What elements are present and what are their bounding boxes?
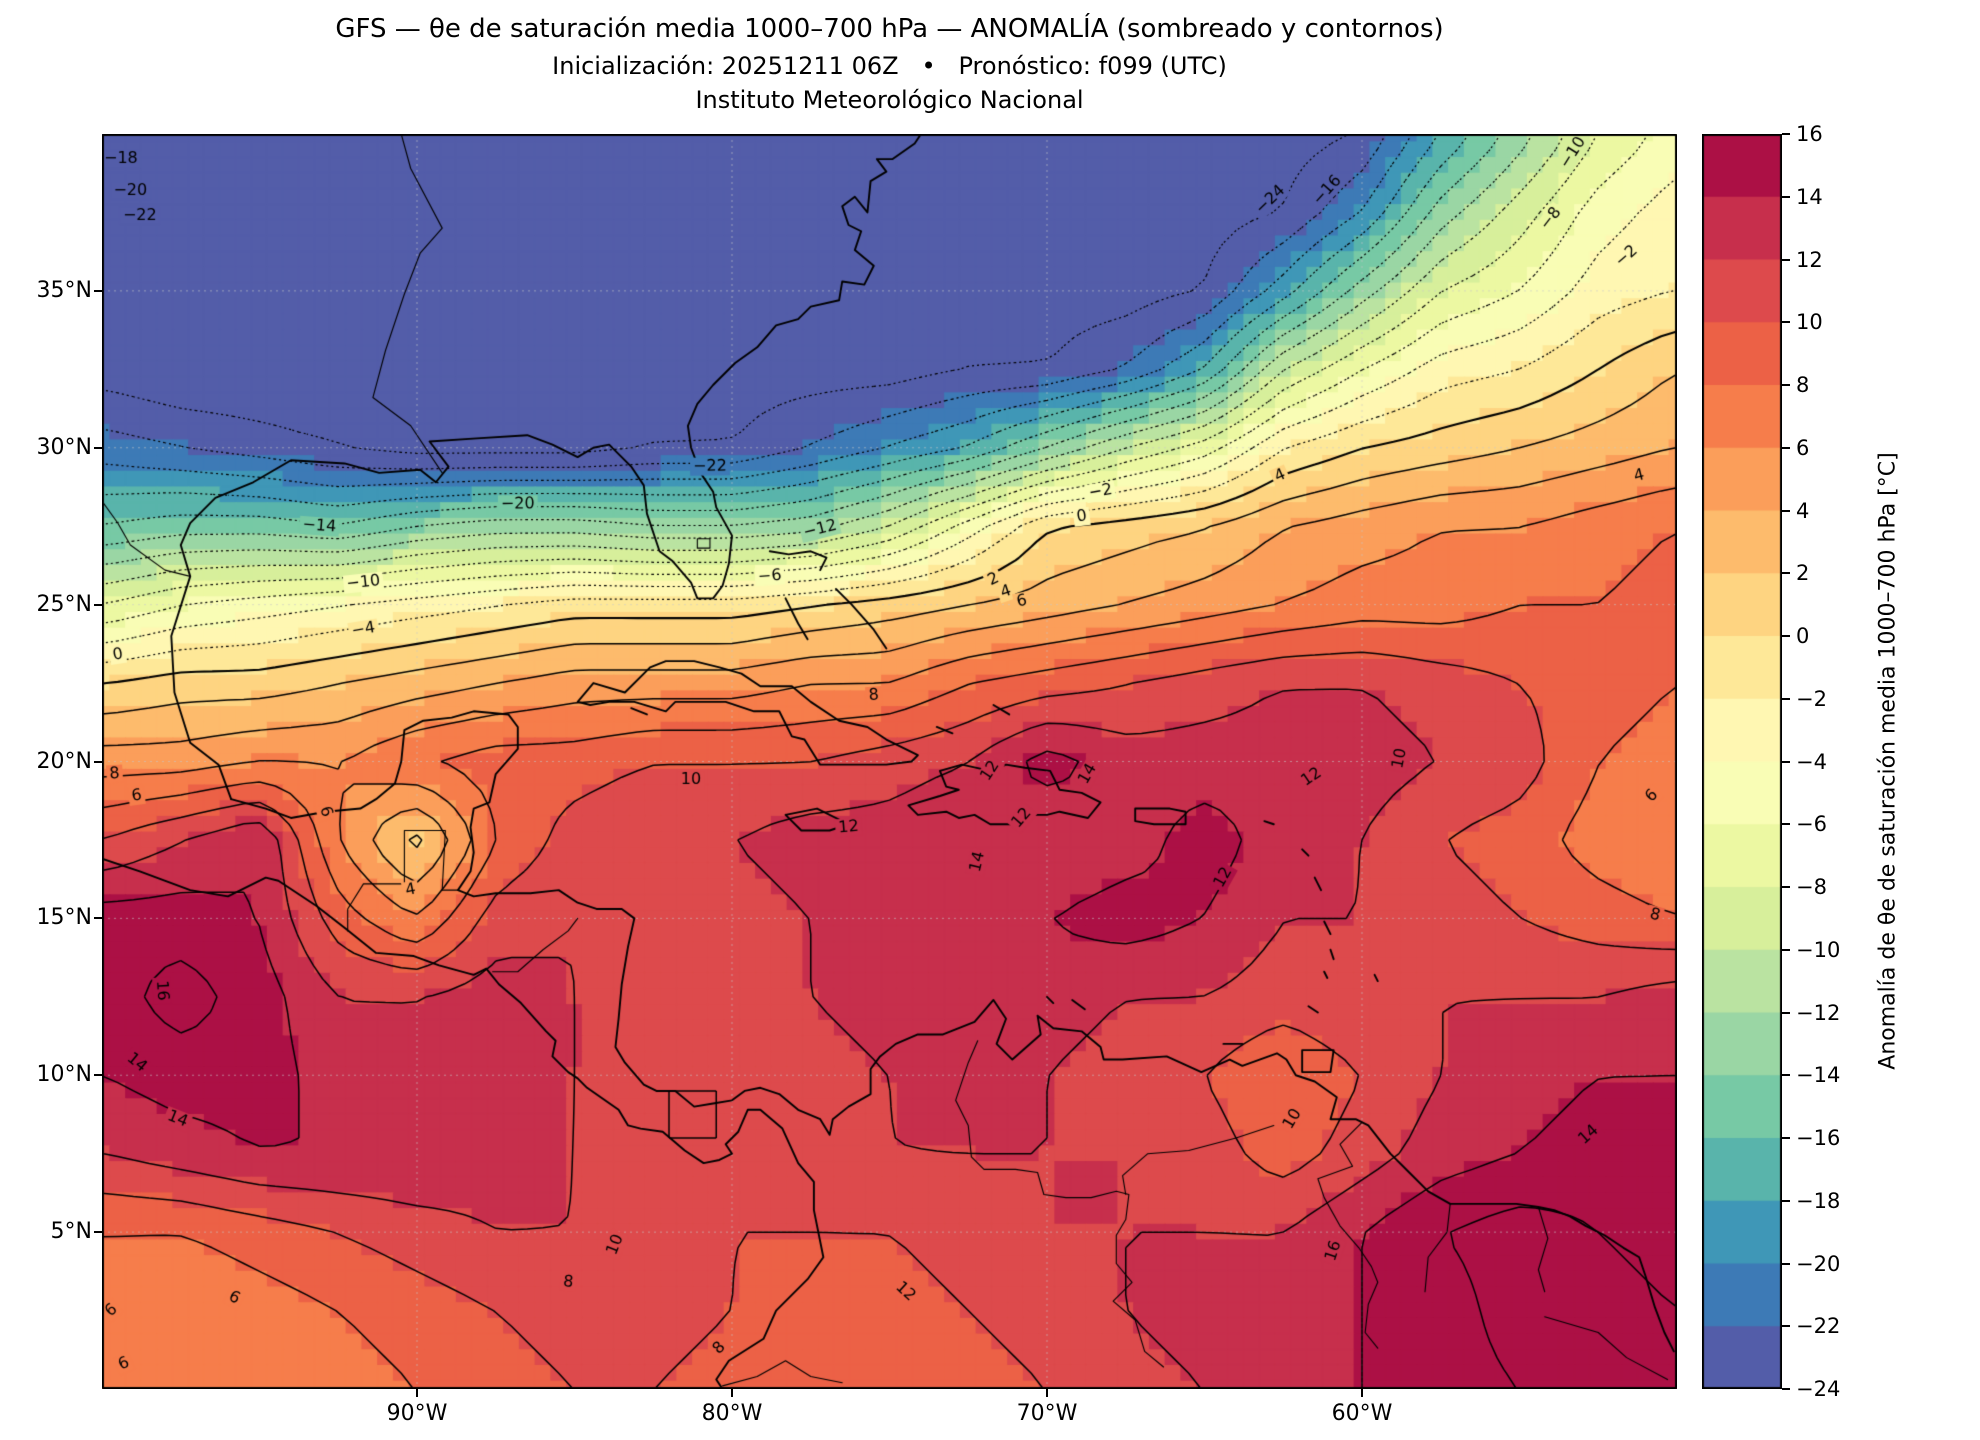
colorbar-tick-label: −8 [1796, 875, 1827, 899]
colorbar-tick-mark [1782, 195, 1790, 198]
y-tick-mark [94, 446, 102, 449]
colorbar-tick-mark [1782, 1388, 1790, 1390]
x-tick-label: 90°W [386, 1401, 448, 1426]
colorbar-tick-mark [1782, 384, 1790, 386]
colorbar-tick-mark [1782, 509, 1790, 512]
x-tick-label: 80°W [701, 1401, 763, 1426]
x-tick-mark [1361, 1389, 1363, 1397]
colorbar-tick-mark [1782, 1011, 1790, 1014]
colorbar-tick-mark [1782, 446, 1790, 449]
y-tick-mark [94, 603, 102, 606]
y-tick-mark [94, 1231, 102, 1234]
colorbar-tick-label: −12 [1796, 1000, 1841, 1025]
x-tick-label: 70°W [1016, 1401, 1078, 1426]
colorbar-tick-mark [1782, 1262, 1790, 1265]
colorbar-tick-mark [1782, 635, 1790, 637]
colorbar-label: Anomalía de θe de saturación media 1000–… [1875, 452, 1901, 1070]
colorbar-tick-label: −2 [1796, 686, 1827, 711]
colorbar-tick-mark [1782, 133, 1790, 135]
colorbar-tick-label: −18 [1796, 1188, 1841, 1213]
colorbar-tick-mark [1782, 1325, 1790, 1328]
y-tick-mark [94, 760, 102, 763]
colorbar-tick-label: −20 [1796, 1251, 1841, 1276]
y-tick-label: 25°N [36, 591, 92, 617]
colorbar-tick-label: 10 [1796, 310, 1823, 335]
y-tick-mark [94, 917, 102, 920]
colorbar-tick-mark [1782, 697, 1790, 700]
colorbar-tick-mark [1782, 823, 1790, 826]
x-tick-label: 60°W [1331, 1401, 1393, 1426]
colorbar-tick-label: −4 [1796, 749, 1827, 774]
colorbar-tick-label: −24 [1796, 1377, 1841, 1401]
map-canvas [102, 134, 1677, 1389]
colorbar-tick-mark [1782, 760, 1790, 763]
colorbar-canvas [1702, 134, 1782, 1389]
colorbar-tick-label: 8 [1796, 373, 1810, 397]
colorbar-tick-label: −6 [1796, 812, 1827, 837]
y-tick-mark [94, 289, 102, 292]
colorbar-tick-mark [1782, 1137, 1790, 1139]
colorbar-tick-mark [1782, 1199, 1790, 1202]
colorbar-tick-mark [1782, 886, 1790, 888]
x-tick-mark [1046, 1389, 1048, 1397]
colorbar-tick-label: 0 [1796, 624, 1810, 648]
y-tick-label: 20°N [36, 748, 92, 774]
y-tick-label: 30°N [36, 434, 92, 460]
colorbar-tick-mark [1782, 1074, 1790, 1077]
colorbar-tick-label: −16 [1796, 1126, 1841, 1150]
y-tick-mark [94, 1074, 102, 1077]
colorbar-tick-label: 16 [1796, 122, 1823, 146]
colorbar-tick-mark [1782, 948, 1790, 951]
y-tick-label: 10°N [36, 1062, 92, 1088]
colorbar-tick-label: 6 [1796, 435, 1810, 460]
y-tick-label: 15°N [36, 905, 92, 931]
colorbar-tick-label: 14 [1796, 184, 1823, 209]
colorbar-tick-label: −10 [1796, 937, 1841, 962]
colorbar-tick-label: 2 [1796, 561, 1810, 586]
x-tick-mark [731, 1389, 733, 1397]
colorbar-tick-label: 4 [1796, 498, 1810, 523]
colorbar-tick-label: −22 [1796, 1314, 1841, 1339]
y-tick-label: 5°N [50, 1219, 92, 1245]
colorbar-tick-label: −14 [1796, 1063, 1841, 1088]
x-tick-mark [416, 1389, 418, 1397]
y-tick-label: 35°N [36, 277, 92, 303]
figure-subtitle-institute: Instituto Meteorológico Nacional [695, 86, 1084, 114]
figure-subtitle-init-forecast: Inicialización: 20251211 06Z • Pronóstic… [552, 52, 1227, 80]
colorbar-tick-mark [1782, 321, 1790, 324]
figure-title: GFS — θe de saturación media 1000–700 hP… [335, 14, 1444, 44]
colorbar-tick-label: 12 [1796, 247, 1823, 272]
colorbar-tick-mark [1782, 258, 1790, 261]
colorbar-tick-mark [1782, 572, 1790, 575]
